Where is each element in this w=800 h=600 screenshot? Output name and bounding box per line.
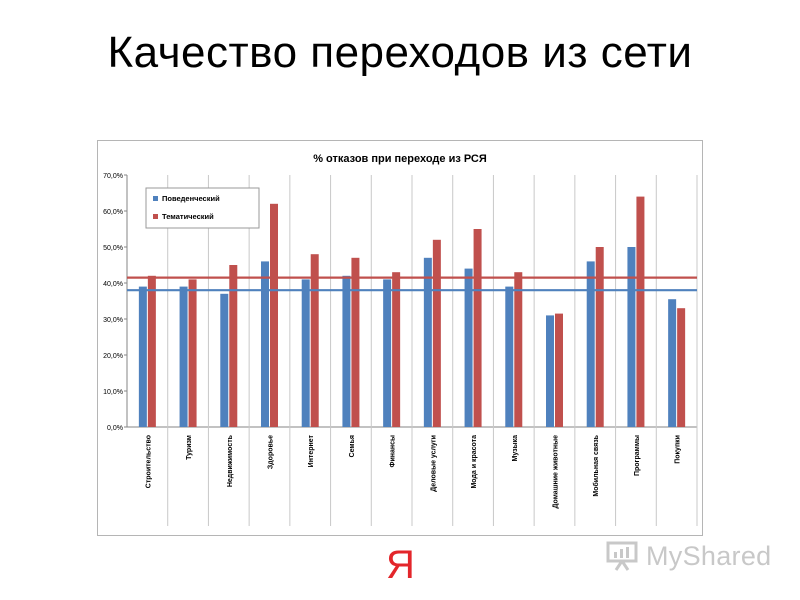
bar-behavioral <box>301 279 310 427</box>
bar-thematic <box>351 257 360 427</box>
legend-swatch <box>153 214 158 219</box>
x-tick-label: Туризм <box>186 435 193 460</box>
chart-title: % отказов при переходе из РСЯ <box>313 153 487 165</box>
y-tick-label: 30,0% <box>103 317 123 324</box>
x-tick-label: Строительство <box>145 435 152 488</box>
bar-thematic <box>636 196 645 427</box>
bar-behavioral <box>586 261 595 427</box>
bar-behavioral <box>627 247 636 427</box>
bar-behavioral <box>383 279 392 427</box>
y-tick-label: 50,0% <box>103 245 123 252</box>
bar-thematic <box>677 308 686 427</box>
x-tick-label: Деловые услуги <box>430 435 437 492</box>
bar-behavioral <box>138 286 147 427</box>
y-tick-label: 0,0% <box>107 425 123 432</box>
x-tick-label: Мобильная связь <box>592 434 600 496</box>
x-tick-label: Домашние животные <box>553 435 560 509</box>
x-tick-label: Покупки <box>675 435 682 464</box>
y-tick-label: 10,0% <box>103 389 123 396</box>
watermark: MyShared <box>606 536 786 576</box>
bar-thematic <box>147 275 156 427</box>
x-tick-label: Финансы <box>390 435 397 468</box>
y-tick-label: 20,0% <box>103 353 123 360</box>
x-tick-label: Программы <box>634 435 641 476</box>
watermark-text: MyShared <box>646 540 772 571</box>
bar-thematic <box>473 229 482 427</box>
bar-thematic <box>229 265 238 427</box>
bar-behavioral <box>546 315 554 427</box>
bar-chart: % отказов при переходе из РСЯ 0,0% 10,0% 20… <box>103 153 698 526</box>
x-tick-label: Музыка <box>512 435 519 462</box>
bar-behavioral <box>464 268 473 427</box>
bar-thematic <box>310 254 319 427</box>
yandex-logo: Я <box>386 543 415 587</box>
bar-thematic <box>514 272 523 427</box>
bar-thematic <box>555 313 563 427</box>
y-tick-label: 60,0% <box>103 209 123 216</box>
presentation-icon <box>606 541 638 571</box>
slide-title: Качество переходов из сети <box>107 28 693 77</box>
legend-box <box>145 187 260 229</box>
legend-label: Тематический <box>162 212 214 221</box>
bar-behavioral <box>342 275 351 427</box>
chart-frame: % отказов при переходе из РСЯ 0,0% 10,0% 20… <box>97 140 703 536</box>
x-tick-label: Мода и красота <box>471 435 478 489</box>
bar-behavioral <box>220 293 229 427</box>
y-tick-label: 40,0% <box>103 281 123 288</box>
bar-behavioral <box>668 299 677 427</box>
bar-behavioral <box>179 286 188 427</box>
x-tick-label: Интернет <box>308 434 315 467</box>
bar-thematic <box>270 203 278 427</box>
legend-swatch <box>153 196 158 201</box>
y-tick-label: 70,0% <box>103 173 123 180</box>
x-tick-label: Здоровье <box>268 435 275 469</box>
bar-thematic <box>432 239 441 427</box>
bar-thematic <box>188 279 197 427</box>
bar-thematic <box>595 247 604 427</box>
bar-behavioral <box>423 257 432 427</box>
bar-behavioral <box>505 286 514 427</box>
x-tick-label: Семья <box>349 435 356 457</box>
bar-thematic <box>392 272 401 427</box>
legend-label: Поведенческий <box>162 194 220 203</box>
bar-behavioral <box>261 261 269 427</box>
x-tick-label: Недвижимость <box>227 434 234 487</box>
